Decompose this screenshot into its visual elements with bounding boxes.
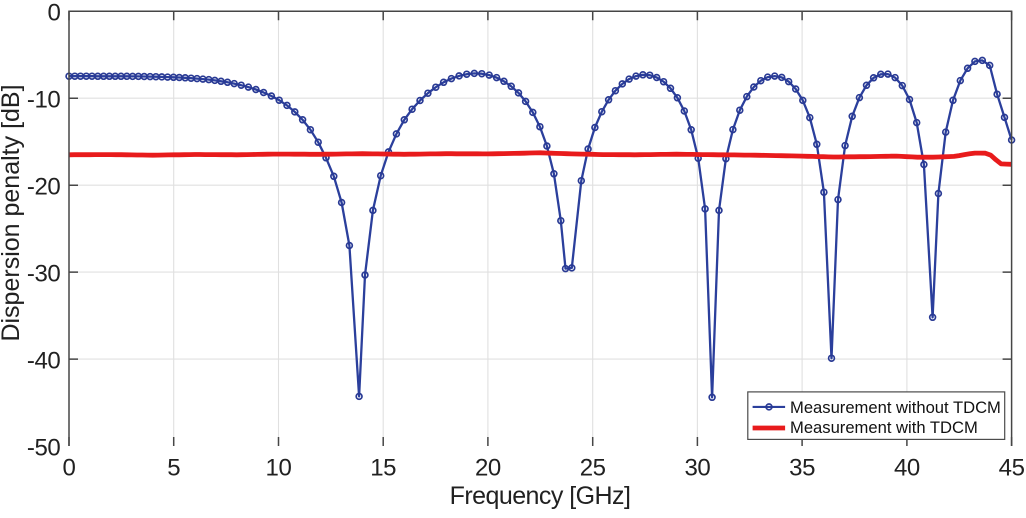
svg-text:-20: -20 (27, 174, 61, 201)
svg-text:15: 15 (370, 455, 396, 482)
svg-text:45: 45 (999, 455, 1025, 482)
svg-text:Measurement with TDCM: Measurement with TDCM (790, 418, 978, 437)
svg-text:-50: -50 (27, 434, 61, 461)
svg-text:Frequency [GHz]: Frequency [GHz] (450, 482, 631, 510)
svg-text:-40: -40 (27, 347, 61, 374)
svg-text:0: 0 (63, 455, 76, 482)
svg-text:30: 30 (684, 455, 710, 482)
svg-text:Dispersion penalty [dB]: Dispersion penalty [dB] (0, 84, 25, 341)
svg-text:-10: -10 (27, 87, 61, 114)
svg-text:5: 5 (167, 455, 180, 482)
svg-text:25: 25 (580, 455, 606, 482)
svg-text:40: 40 (894, 455, 920, 482)
svg-text:0: 0 (47, 0, 60, 27)
svg-text:-30: -30 (27, 260, 61, 287)
svg-text:10: 10 (266, 455, 292, 482)
svg-text:35: 35 (789, 455, 815, 482)
svg-text:20: 20 (475, 455, 501, 482)
svg-text:Measurement without TDCM: Measurement without TDCM (790, 398, 1001, 417)
